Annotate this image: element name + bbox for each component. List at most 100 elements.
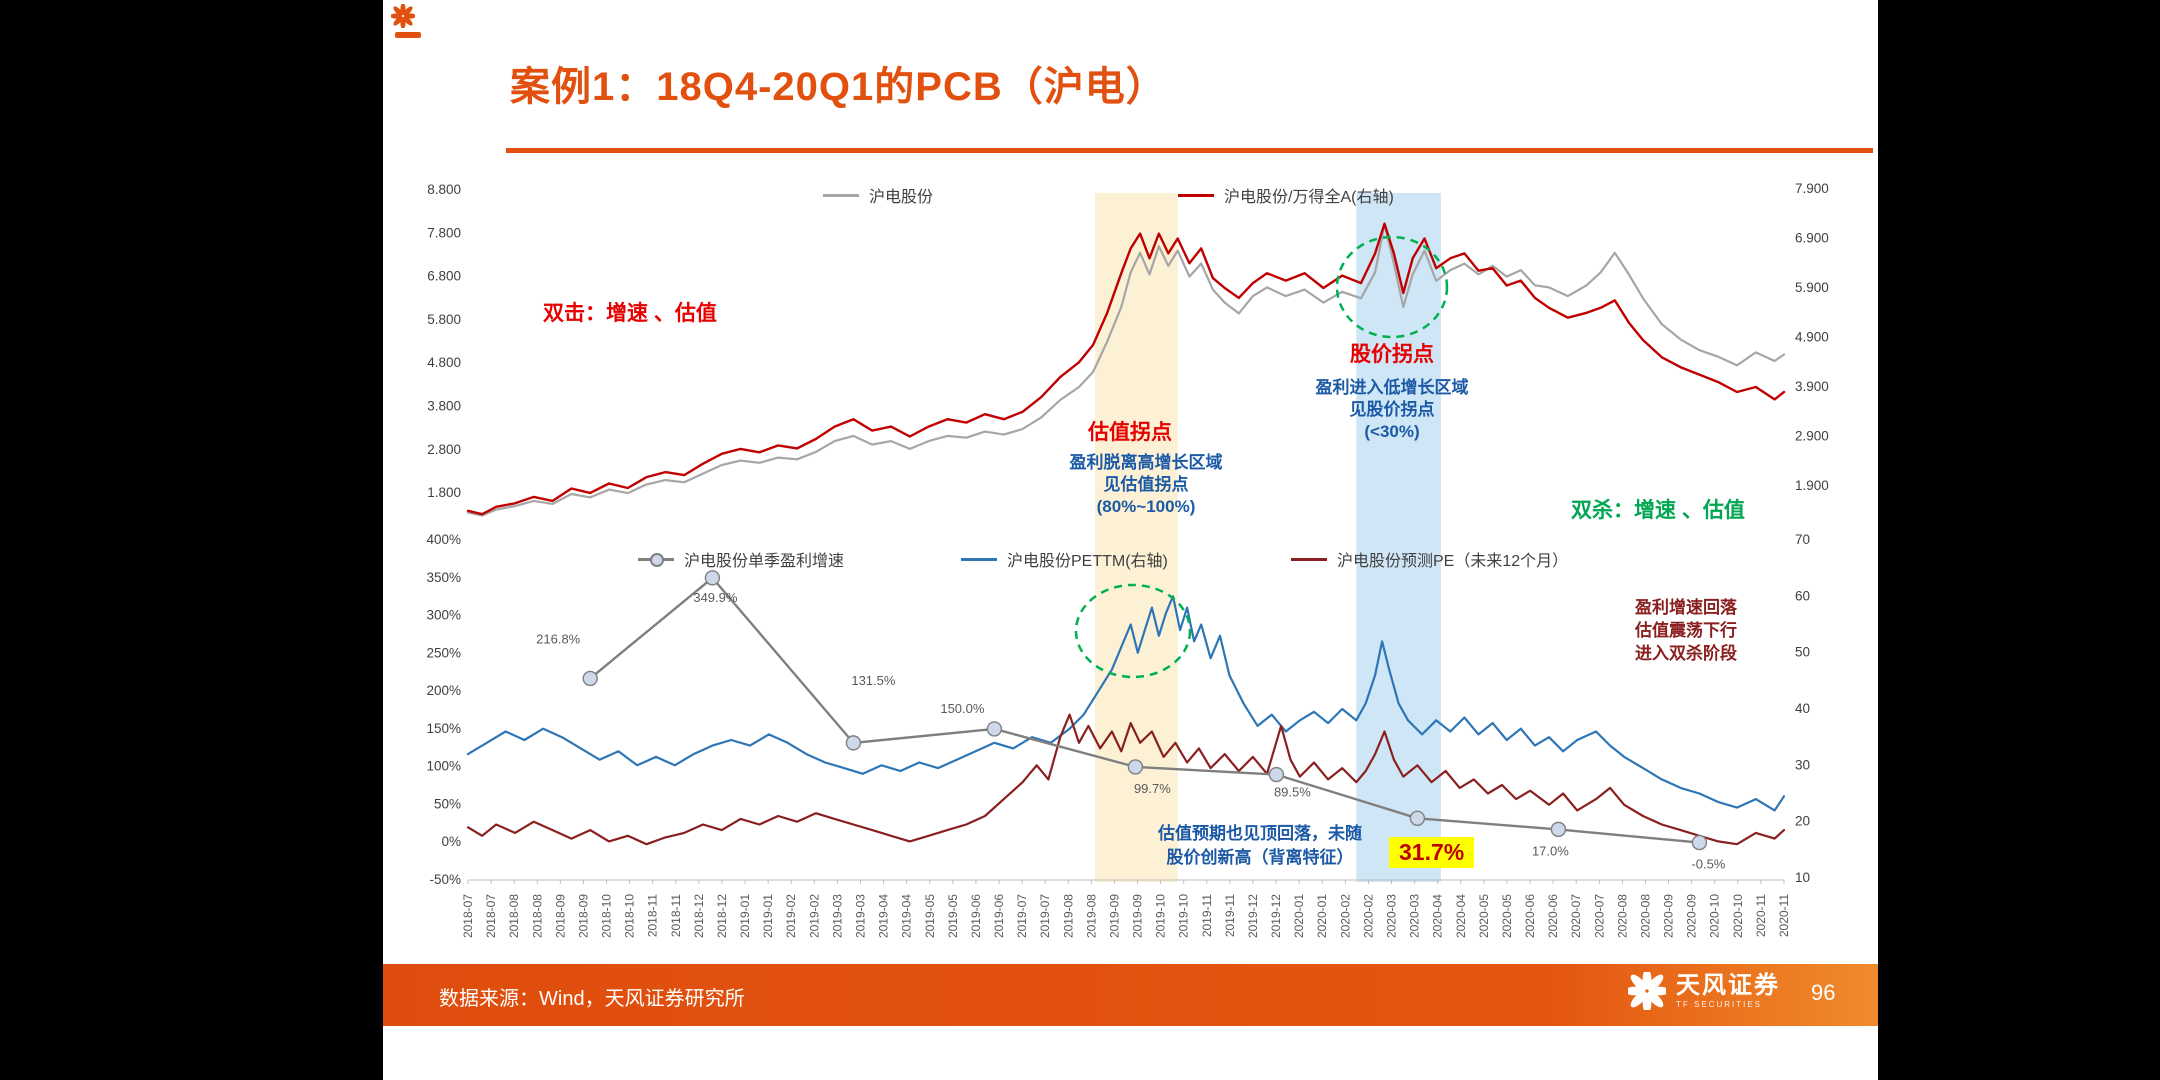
x-tick-label: 2019-03 [830,894,844,938]
highlight-band [1094,193,1178,882]
legend-swatch-darkred-line [1291,557,1327,561]
pe-axis-tick: 40 [1795,701,1810,716]
x-tick-label: 2020-07 [1592,894,1606,938]
relative-axis-tick: 1.900 [1795,478,1829,493]
series-line [466,595,1786,812]
relative-axis-tick: 5.900 [1795,280,1829,295]
data-label: 17.0% [1532,843,1569,858]
tf-securities-logo: 天风证券 TF SECURITIES [1628,972,1780,1010]
marker-point [986,721,1003,737]
x-tick-label: 2019-06 [969,894,983,938]
marker-point [1550,821,1567,838]
data-label: 89.5% [1274,785,1311,800]
x-tick-label: 2019-09 [1107,894,1121,938]
legend-label: 沪电股份 [869,189,934,206]
growth-axis-tick: 350% [426,570,461,585]
legend-item-earnings-growth: 沪电股份单季盈利增速 [638,547,844,571]
slide: 案例1：18Q4-20Q1的PCB（沪电） 2018-07 2018-07 2018… [383,0,1878,1080]
x-tick-label: 2018-10 [600,894,614,938]
marker-point [582,670,598,687]
x-tick-label: 2019-05 [923,894,937,938]
growth-axis-tick: 100% [426,759,461,774]
price-axis-tick: 6.800 [427,269,461,284]
x-tick-label: 2020-06 [1523,894,1537,938]
x-tick-label: 2018-07 [461,894,475,938]
x-tick-label: 2019-03 [853,894,867,938]
x-tick-label: 2019-04 [877,894,891,938]
marker-point [1691,834,1708,851]
x-tick-label: 2019-02 [807,894,821,938]
annotation-low-growth-note: 盈利进入低增长区域 见股价拐点 (<30%) [1315,378,1469,441]
tf-flower-icon [1628,972,1666,1010]
inflection-circle [1074,583,1192,679]
legend-label: 沪电股份/万得全A(右轴) [1224,189,1394,206]
price-axis-tick: 3.800 [427,399,461,414]
x-tick-label: 2019-09 [1131,894,1145,938]
x-tick-label: 2019-08 [1061,894,1075,938]
relative-axis-tick: 7.900 [1795,181,1829,196]
x-tick-label: 2019-01 [761,894,775,938]
growth-axis-tick: 0% [441,834,461,849]
legend-swatch-gray-line [823,193,859,197]
x-tick-label: 2019-12 [1269,894,1283,938]
page-title: 案例1：18Q4-20Q1的PCB（沪电） [510,65,1167,109]
x-tick-label: 2019-07 [1038,894,1052,938]
marker-point [845,735,862,751]
x-tick-label: 2019-10 [1154,894,1168,938]
legend-swatch-red-line [1178,193,1214,197]
annotation-double-kill-phase: 盈利增速回落 估值震荡下行 进入双杀阶段 [1635,598,1737,663]
x-tick-label: 2018-07 [484,894,498,938]
marker-point [704,570,721,586]
legend-label: 沪电股份PETTM(右轴) [1007,553,1168,570]
x-tick-label: 2020-05 [1477,894,1491,938]
x-tick-label: 2019-11 [1223,894,1237,937]
x-tick-label: 2018-11 [669,894,683,937]
x-tick-label: 2019-11 [1200,894,1214,937]
x-tick-label: 2020-10 [1708,894,1722,938]
pe-axis-tick: 60 [1795,588,1810,603]
growth-axis-tick: 400% [426,532,461,547]
x-tick-label: 2019-08 [1084,894,1098,938]
x-tick-label: 2020-10 [1731,894,1745,938]
marker-point [1409,810,1426,826]
data-source-text: 数据来源：Wind，天风证券研究所 [439,988,745,1010]
pe-axis-tick: 70 [1795,532,1810,547]
x-tick-label: 2018-10 [623,894,637,938]
x-tick-label: 2019-01 [738,894,752,938]
deck-logo [390,3,431,48]
marker-point [1268,766,1285,783]
deck-logo-wordmark [395,32,421,38]
data-label: -0.5% [1691,857,1725,872]
x-tick-label: 2020-01 [1315,894,1329,938]
x-tick-label: 2020-08 [1615,894,1629,938]
price-axis-tick: 8.800 [427,182,461,197]
x-tick-label: 2018-12 [715,894,729,938]
growth-axis-tick: 50% [434,796,461,811]
legend-swatch-marker-line [638,552,674,567]
series-line [466,223,1786,517]
x-tick-label: 2020-01 [1292,894,1306,938]
x-tick-label: 2020-06 [1546,894,1560,938]
price-axis-tick: 1.800 [427,485,461,500]
price-axis-tick: 4.800 [427,355,461,370]
x-tick-label: 2018-09 [553,894,567,938]
x-tick-label: 2018-09 [576,894,590,938]
x-tick-label: 2020-11 [1754,894,1768,937]
data-label: 150.0% [940,701,985,716]
data-label: 131.5% [851,673,896,688]
x-tick-label: 2019-04 [900,894,914,938]
legend-item-pettm: 沪电股份PETTM(右轴) [961,547,1168,571]
legend-item-price: 沪电股份 [823,183,933,207]
x-tick-label: 2018-11 [646,894,660,937]
highlight-value-badge: 31.7% [1389,837,1475,868]
annotation-divergence-note: 估值预期也见顶回落，未随 股价创新高（背离特征） [1158,824,1362,867]
x-tick-label: 2020-09 [1662,894,1676,938]
relative-axis-tick: 2.900 [1795,429,1829,444]
growth-axis-tick: 200% [426,683,461,698]
x-tick-label: 2018-12 [692,894,706,938]
tf-flower-icon-small [390,3,416,29]
legend-item-relative: 沪电股份/万得全A(右轴) [1178,183,1394,207]
relative-axis-tick: 4.900 [1795,330,1829,345]
x-tick-label: 2018-08 [507,894,521,938]
